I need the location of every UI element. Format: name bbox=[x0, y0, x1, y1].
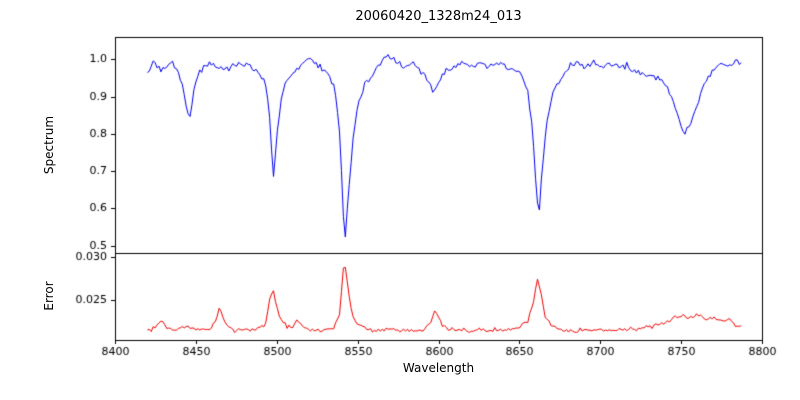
y-axis-label-spectrum: Spectrum bbox=[42, 115, 56, 175]
x-axis-label: Wavelength bbox=[402, 361, 475, 375]
plot-title: 20060420_1328m24_013 bbox=[355, 9, 522, 24]
y-axis-label-error: Error bbox=[42, 281, 56, 311]
